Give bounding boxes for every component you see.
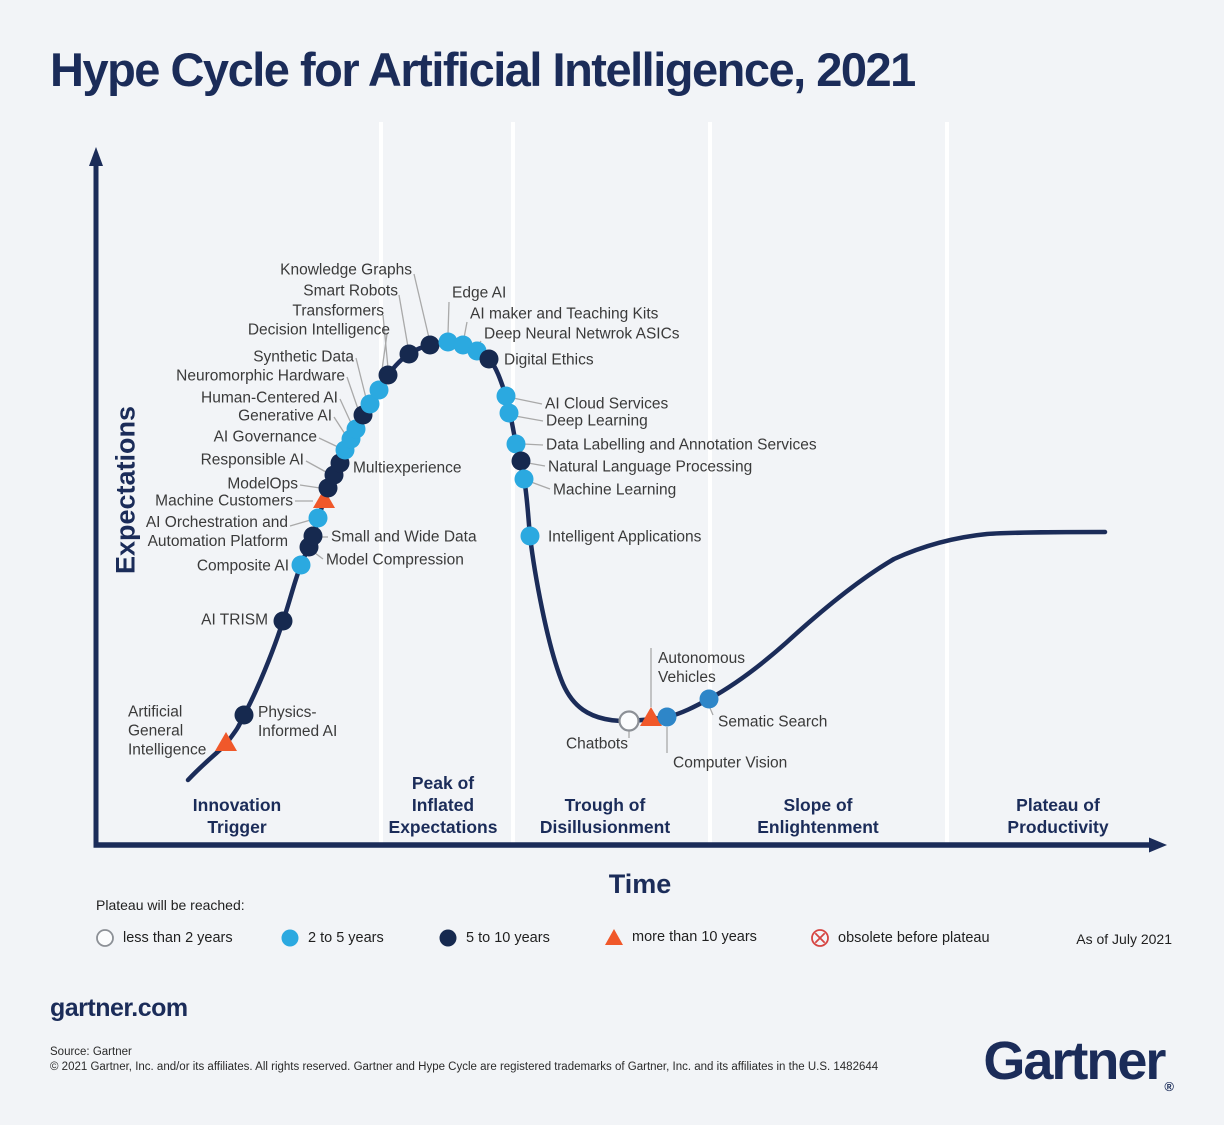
leader-line-deep-learning [514,415,544,422]
leader-line-modelops [299,484,321,489]
legend-item-2-to-5-years: 2 to 5 years [280,928,384,948]
phase-label-trough-of-disillusionment: Trough of Disillusionment [539,795,671,837]
obsolete-icon [811,929,829,947]
point-marker-smart-robots [399,344,419,364]
leader-line-edge-ai [447,301,450,335]
point-marker-small-and-wide-data [303,526,323,546]
legend-item-less-than-2-years: less than 2 years [95,928,233,948]
legend-intro: Plateau will be reached: [96,897,245,913]
point-marker-decision-intelligence [369,380,389,400]
point-marker-chatbots [618,710,640,732]
point-marker-knowledge-graphs [420,335,440,355]
open-circle-icon [96,929,114,947]
leader-lines [289,273,714,753]
y-axis-arrow-icon [89,147,103,166]
leader-line-generative-ai [333,416,346,435]
point-marker-physics-informed-ai [234,705,254,725]
leader-line-data-labelling-and-annotation-services [522,443,544,446]
triangle-icon [605,929,623,945]
leader-line-transformers [382,314,389,369]
hype-curve [185,339,1108,783]
leader-line-natural-language-processing [527,462,546,467]
legend-item-5-to-10-years: 5 to 10 years [438,928,550,948]
leader-line-knowledge-graphs [413,273,430,339]
legend-item-obsolete-before-plateau: obsolete before plateau [810,928,990,948]
axes [89,147,1167,853]
as-of-date: As of July 2021 [1076,931,1172,947]
point-marker-autonomous-vehicles [640,707,662,726]
point-marker-ai-trism [273,611,293,631]
x-axis-label: Time [608,869,672,899]
point-markers [215,332,719,751]
leader-line-machine-learning [530,481,551,490]
y-axis-label: Expectations [110,405,141,575]
legend-label: less than 2 years [123,930,233,946]
leader-line-smart-robots [398,294,409,348]
gartner-com-text: gartner.com [50,994,188,1022]
legend-label: 2 to 5 years [308,930,384,946]
leader-line-human-centered-ai [339,398,352,424]
registered-mark-icon: ® [1164,1078,1174,1094]
point-marker-computer-vision [657,707,677,727]
leader-line-sematic-search [709,707,714,716]
point-marker-transformers [378,365,398,385]
point-marker-human-centered-ai [346,419,366,439]
copyright-line: © 2021 Gartner, Inc. and/or its affiliat… [50,1061,879,1073]
gartner-logo-text: Gartner [983,1031,1166,1091]
point-marker-data-labelling-and-annotation-services [506,434,526,454]
point-marker-natural-language-processing [511,451,531,471]
leader-line-responsible-ai [305,460,327,473]
legend-label: more than 10 years [632,929,757,945]
point-marker-ai-cloud-services [496,386,516,406]
phase-label-peak-of-inflated-expectations: Peak of Inflated Expectations [388,773,498,837]
phase-label-innovation-trigger: Innovation Trigger [192,795,282,837]
x-axis-arrow-icon [1149,837,1167,853]
phase-label-slope-of-enlightenment: Slope of Enlightenment [757,795,879,837]
phase-label-plateau-of-productivity: Plateau of Productivity [1007,795,1109,837]
point-marker-digital-ethics [479,349,499,369]
navy-dot-icon [439,929,457,947]
legend-label: obsolete before plateau [838,930,990,946]
point-marker-machine-customers [313,489,335,508]
point-marker-synthetic-data [360,394,380,414]
legend-item-more-than-10-years: more than 10 years [604,928,757,946]
leader-line-synthetic-data [355,357,367,399]
phase-boundary-lines [379,122,949,843]
gartner-logo: Gartner® [983,1030,1174,1094]
leader-line-ai-governance [318,437,339,448]
point-marker-intelligent-applications [520,526,540,546]
leader-line-neuromorphic-hardware [346,376,359,410]
point-marker-artificial-general-intelligence [215,732,237,751]
blue-dot-icon [281,929,299,947]
leader-line-ai-cloud-services [512,397,543,405]
point-marker-ai-orchestration-and-automation-platform [308,508,328,528]
leader-line-ai-maker-and-teaching-kits [463,321,468,339]
source-line: Source: Gartner [50,1046,132,1058]
point-marker-machine-learning [514,469,534,489]
point-marker-sematic-search [699,689,719,709]
legend-label: 5 to 10 years [466,930,550,946]
point-marker-composite-ai [291,555,311,575]
page-title: Hype Cycle for Artificial Intelligence, … [50,43,916,96]
point-marker-edge-ai [438,332,458,352]
point-marker-deep-learning [499,403,519,423]
